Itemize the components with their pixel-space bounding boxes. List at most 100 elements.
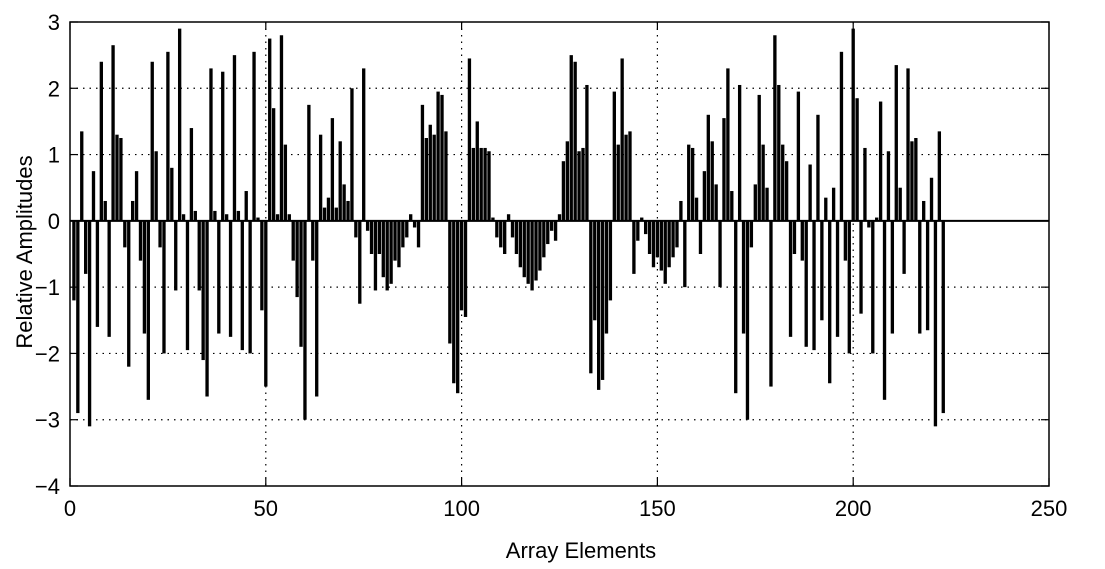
bar <box>875 217 879 221</box>
bar <box>452 220 456 384</box>
y-tick-label: −4 <box>35 474 60 499</box>
bar <box>761 144 765 221</box>
bar <box>354 220 358 238</box>
bar <box>393 220 397 261</box>
bar <box>593 220 597 321</box>
bar <box>937 131 942 221</box>
bar <box>326 197 331 221</box>
bar <box>467 58 472 221</box>
bar <box>123 220 127 248</box>
bar <box>902 220 906 274</box>
bar <box>737 84 742 221</box>
bar <box>506 214 511 221</box>
bar <box>283 144 288 221</box>
bar <box>655 220 660 258</box>
bar <box>444 131 448 221</box>
x-axis-title: Array Elements <box>506 538 656 563</box>
bar <box>260 220 264 311</box>
bar <box>855 98 859 221</box>
bar <box>150 61 154 221</box>
bar <box>792 220 797 254</box>
bar <box>831 187 836 221</box>
bar <box>922 200 926 221</box>
bar <box>828 220 832 384</box>
bar <box>659 220 663 271</box>
bar <box>83 220 88 274</box>
bar <box>722 118 726 221</box>
bar <box>479 147 483 221</box>
bar <box>569 55 573 221</box>
bar <box>804 220 808 347</box>
bar <box>542 220 546 258</box>
bar <box>765 187 769 221</box>
bar <box>589 220 593 374</box>
y-axis-title: Relative Amplitudes <box>12 155 37 348</box>
bar <box>741 220 746 334</box>
bar <box>181 214 186 221</box>
bar <box>820 220 824 321</box>
y-tick-label: 1 <box>48 143 60 168</box>
bar <box>600 220 605 380</box>
bar <box>217 220 221 334</box>
bar <box>221 71 225 221</box>
bar <box>773 35 777 221</box>
y-tick-label: 0 <box>48 209 60 234</box>
bar <box>424 138 429 221</box>
bar <box>624 134 628 221</box>
bar <box>706 114 710 221</box>
bar <box>268 38 272 221</box>
bar <box>683 220 687 288</box>
bar <box>734 220 738 394</box>
bar <box>769 220 773 387</box>
bar <box>886 151 891 221</box>
bar <box>158 220 162 248</box>
y-tick-label: −2 <box>35 341 60 366</box>
bar <box>252 51 256 221</box>
bar <box>170 167 174 221</box>
bar <box>463 220 468 317</box>
bar <box>197 220 201 291</box>
bar <box>303 220 307 420</box>
bar <box>224 214 229 221</box>
bar <box>91 171 96 221</box>
bar <box>910 141 914 221</box>
bar <box>495 220 499 238</box>
bar <box>679 200 683 221</box>
axes <box>69 21 1050 487</box>
bar <box>616 144 620 221</box>
bar <box>577 151 581 221</box>
bar <box>918 220 922 334</box>
bar <box>346 200 350 221</box>
x-tick-label: 150 <box>639 496 676 521</box>
y-tick-label: 3 <box>48 10 60 35</box>
x-tick-label: 100 <box>443 496 480 521</box>
bar <box>557 214 562 221</box>
bar <box>456 220 460 394</box>
bar <box>573 61 577 221</box>
bar <box>612 91 616 221</box>
bar <box>808 164 812 221</box>
bar <box>788 220 793 337</box>
bar <box>906 68 910 221</box>
bar <box>315 220 319 397</box>
bar <box>440 94 444 221</box>
bar <box>240 220 244 351</box>
bar <box>248 220 252 354</box>
bar <box>362 68 366 221</box>
bar <box>546 220 550 245</box>
bar <box>671 220 675 258</box>
bar <box>675 220 679 248</box>
bar <box>436 91 440 221</box>
bar <box>608 220 613 301</box>
bar <box>526 220 530 284</box>
bar <box>643 220 648 235</box>
bar <box>690 147 695 221</box>
bar <box>428 124 432 221</box>
bar <box>745 220 750 420</box>
bar <box>718 220 722 288</box>
bar <box>369 220 374 254</box>
bar <box>522 220 526 278</box>
bar <box>816 114 820 221</box>
bar <box>130 200 135 221</box>
bar <box>929 177 934 221</box>
